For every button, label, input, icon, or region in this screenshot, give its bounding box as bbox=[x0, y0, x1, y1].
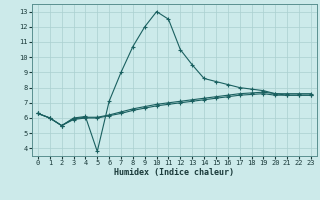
X-axis label: Humidex (Indice chaleur): Humidex (Indice chaleur) bbox=[115, 168, 234, 177]
